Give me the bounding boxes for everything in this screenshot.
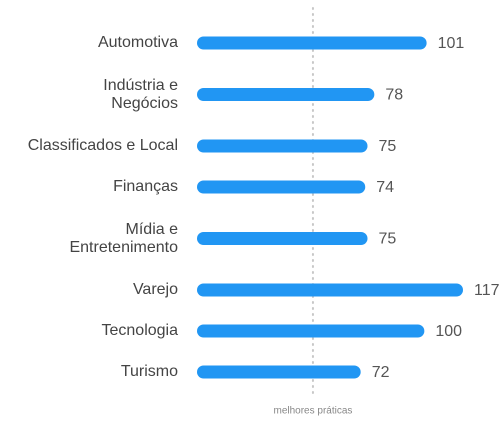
value-label: 100	[435, 323, 462, 340]
category-label: Turismo	[120, 363, 178, 380]
category-label: Varejo	[132, 281, 178, 298]
value-label: 117	[474, 282, 500, 299]
value-label: 75	[379, 138, 397, 155]
category-label: Finanças	[113, 178, 178, 195]
bar	[197, 324, 425, 338]
value-label: 78	[385, 87, 403, 104]
category-label: Automotiva	[97, 34, 178, 51]
bar	[197, 365, 361, 379]
bar	[197, 139, 368, 153]
value-label: 74	[376, 179, 394, 196]
bar	[197, 232, 368, 245]
bar	[197, 36, 427, 50]
category-label: Indústria e Negócios	[103, 76, 178, 112]
category-label: Classificados e Local	[27, 137, 178, 154]
category-label: Tecnologia	[101, 322, 179, 339]
value-label: 101	[438, 35, 465, 52]
category-label: Mídia e Entretenimento	[69, 220, 178, 256]
bar	[197, 283, 463, 297]
value-label: 72	[372, 364, 390, 381]
value-label: 75	[379, 231, 397, 248]
bar	[197, 180, 366, 194]
reference-label: melhores práticas	[273, 406, 352, 417]
bar	[197, 88, 375, 101]
